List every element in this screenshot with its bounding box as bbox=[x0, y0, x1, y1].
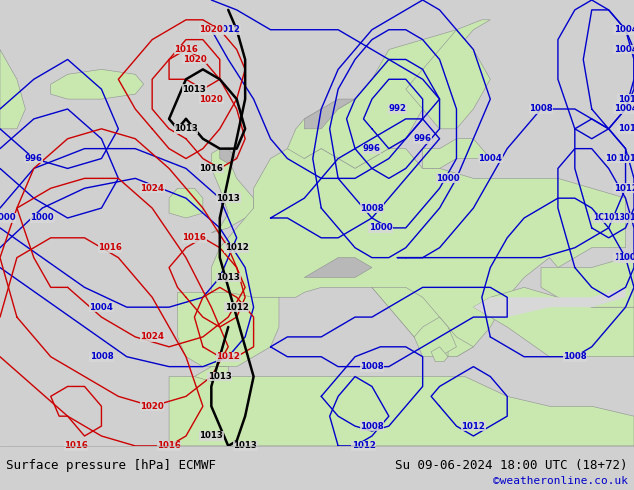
Text: 1012: 1012 bbox=[352, 441, 375, 450]
Text: 1016: 1016 bbox=[183, 233, 206, 243]
Text: 1013: 1013 bbox=[618, 95, 634, 103]
Text: 1020: 1020 bbox=[200, 25, 223, 34]
Text: 1013: 1013 bbox=[605, 154, 629, 163]
Text: 1008: 1008 bbox=[529, 104, 553, 114]
Text: 996: 996 bbox=[25, 154, 43, 163]
Text: 1016: 1016 bbox=[200, 164, 223, 173]
Polygon shape bbox=[431, 347, 448, 362]
Text: 1000: 1000 bbox=[30, 214, 54, 222]
Text: 1008: 1008 bbox=[360, 421, 384, 431]
Text: 1008: 1008 bbox=[360, 362, 384, 371]
Text: 1020: 1020 bbox=[200, 95, 223, 103]
Polygon shape bbox=[169, 376, 634, 446]
Polygon shape bbox=[178, 293, 279, 367]
Text: 1013: 1013 bbox=[618, 214, 634, 222]
Polygon shape bbox=[195, 367, 228, 382]
Text: 1024: 1024 bbox=[140, 184, 164, 193]
Polygon shape bbox=[304, 99, 355, 129]
Text: 1012: 1012 bbox=[225, 303, 249, 312]
Text: 1012: 1012 bbox=[216, 352, 240, 361]
Text: 1000: 1000 bbox=[368, 223, 392, 232]
Text: 1000: 1000 bbox=[436, 174, 460, 183]
Polygon shape bbox=[51, 70, 144, 99]
Polygon shape bbox=[423, 337, 448, 357]
Text: 996: 996 bbox=[413, 134, 432, 143]
Text: 1024: 1024 bbox=[140, 332, 164, 342]
Polygon shape bbox=[423, 139, 490, 169]
Text: 1012: 1012 bbox=[614, 184, 634, 193]
Text: 1016: 1016 bbox=[174, 45, 198, 54]
Text: 1013: 1013 bbox=[618, 124, 634, 133]
Text: 1000: 1000 bbox=[618, 253, 634, 262]
Text: 1020: 1020 bbox=[140, 402, 164, 411]
Polygon shape bbox=[211, 148, 254, 233]
Text: 1008: 1008 bbox=[614, 253, 634, 262]
Polygon shape bbox=[406, 30, 490, 129]
Text: 1013: 1013 bbox=[174, 124, 198, 133]
Polygon shape bbox=[169, 188, 203, 218]
Text: 1013: 1013 bbox=[200, 432, 223, 441]
Text: 1013: 1013 bbox=[618, 154, 634, 163]
Text: 1012: 1012 bbox=[225, 243, 249, 252]
Text: 1004: 1004 bbox=[614, 45, 634, 54]
Text: 1016: 1016 bbox=[157, 441, 181, 450]
Text: 1004: 1004 bbox=[614, 104, 634, 114]
Text: Surface pressure [hPa] ECMWF: Surface pressure [hPa] ECMWF bbox=[6, 459, 216, 472]
Text: 1013: 1013 bbox=[208, 372, 231, 381]
Polygon shape bbox=[304, 258, 372, 277]
Polygon shape bbox=[414, 317, 456, 357]
Polygon shape bbox=[541, 258, 634, 307]
Text: 996: 996 bbox=[363, 144, 381, 153]
Text: Su 09-06-2024 18:00 UTC (18+72): Su 09-06-2024 18:00 UTC (18+72) bbox=[395, 459, 628, 472]
Polygon shape bbox=[287, 20, 490, 169]
Polygon shape bbox=[474, 287, 634, 357]
Text: 992: 992 bbox=[388, 104, 406, 114]
Text: 1013: 1013 bbox=[183, 85, 206, 94]
Polygon shape bbox=[474, 287, 626, 317]
Text: 1016: 1016 bbox=[98, 243, 122, 252]
Polygon shape bbox=[0, 49, 25, 129]
Text: 1004: 1004 bbox=[89, 303, 113, 312]
Text: 1012: 1012 bbox=[462, 421, 485, 431]
Text: 1013: 1013 bbox=[216, 194, 240, 203]
Text: 1008: 1008 bbox=[89, 352, 113, 361]
Text: ©weatheronline.co.uk: ©weatheronline.co.uk bbox=[493, 476, 628, 487]
Text: 1000: 1000 bbox=[0, 214, 16, 222]
Text: 1004: 1004 bbox=[479, 154, 502, 163]
Polygon shape bbox=[321, 159, 338, 178]
Text: 1013: 1013 bbox=[233, 441, 257, 450]
Text: 1013: 1013 bbox=[216, 273, 240, 282]
Text: 1008: 1008 bbox=[563, 352, 586, 361]
Text: 1008: 1008 bbox=[360, 203, 384, 213]
Polygon shape bbox=[372, 287, 474, 357]
Polygon shape bbox=[211, 148, 626, 357]
Polygon shape bbox=[220, 148, 236, 164]
Text: 1016: 1016 bbox=[64, 441, 88, 450]
Text: 1004: 1004 bbox=[614, 25, 634, 34]
Text: 1C1013: 1C1013 bbox=[593, 214, 624, 222]
Text: 1020: 1020 bbox=[183, 55, 206, 64]
Text: 1012: 1012 bbox=[216, 25, 240, 34]
